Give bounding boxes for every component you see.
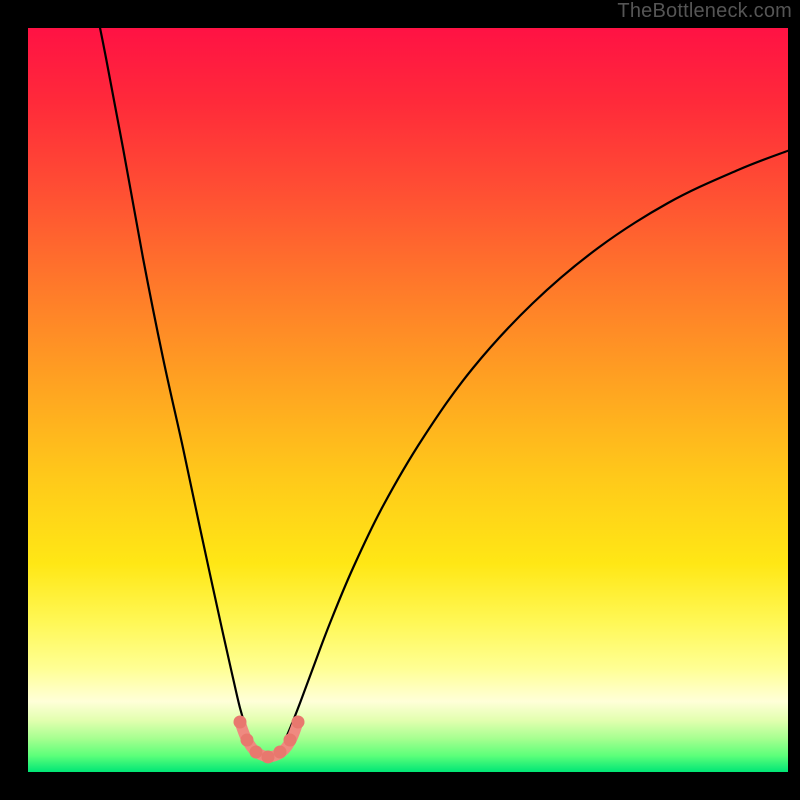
curve-right-branch [285, 150, 788, 740]
plot-area [28, 28, 788, 772]
marker-dot [262, 751, 275, 764]
marker-dot [292, 716, 305, 729]
marker-dot [234, 716, 247, 729]
marker-dot [250, 746, 263, 759]
marker-dot [241, 734, 254, 747]
marker-dot [284, 734, 297, 747]
watermark-text: TheBottleneck.com [617, 0, 792, 23]
curve-left-branch [98, 28, 251, 740]
marker-dot [274, 746, 287, 759]
chart-svg [28, 28, 788, 772]
bottom-u-dots [234, 716, 305, 764]
